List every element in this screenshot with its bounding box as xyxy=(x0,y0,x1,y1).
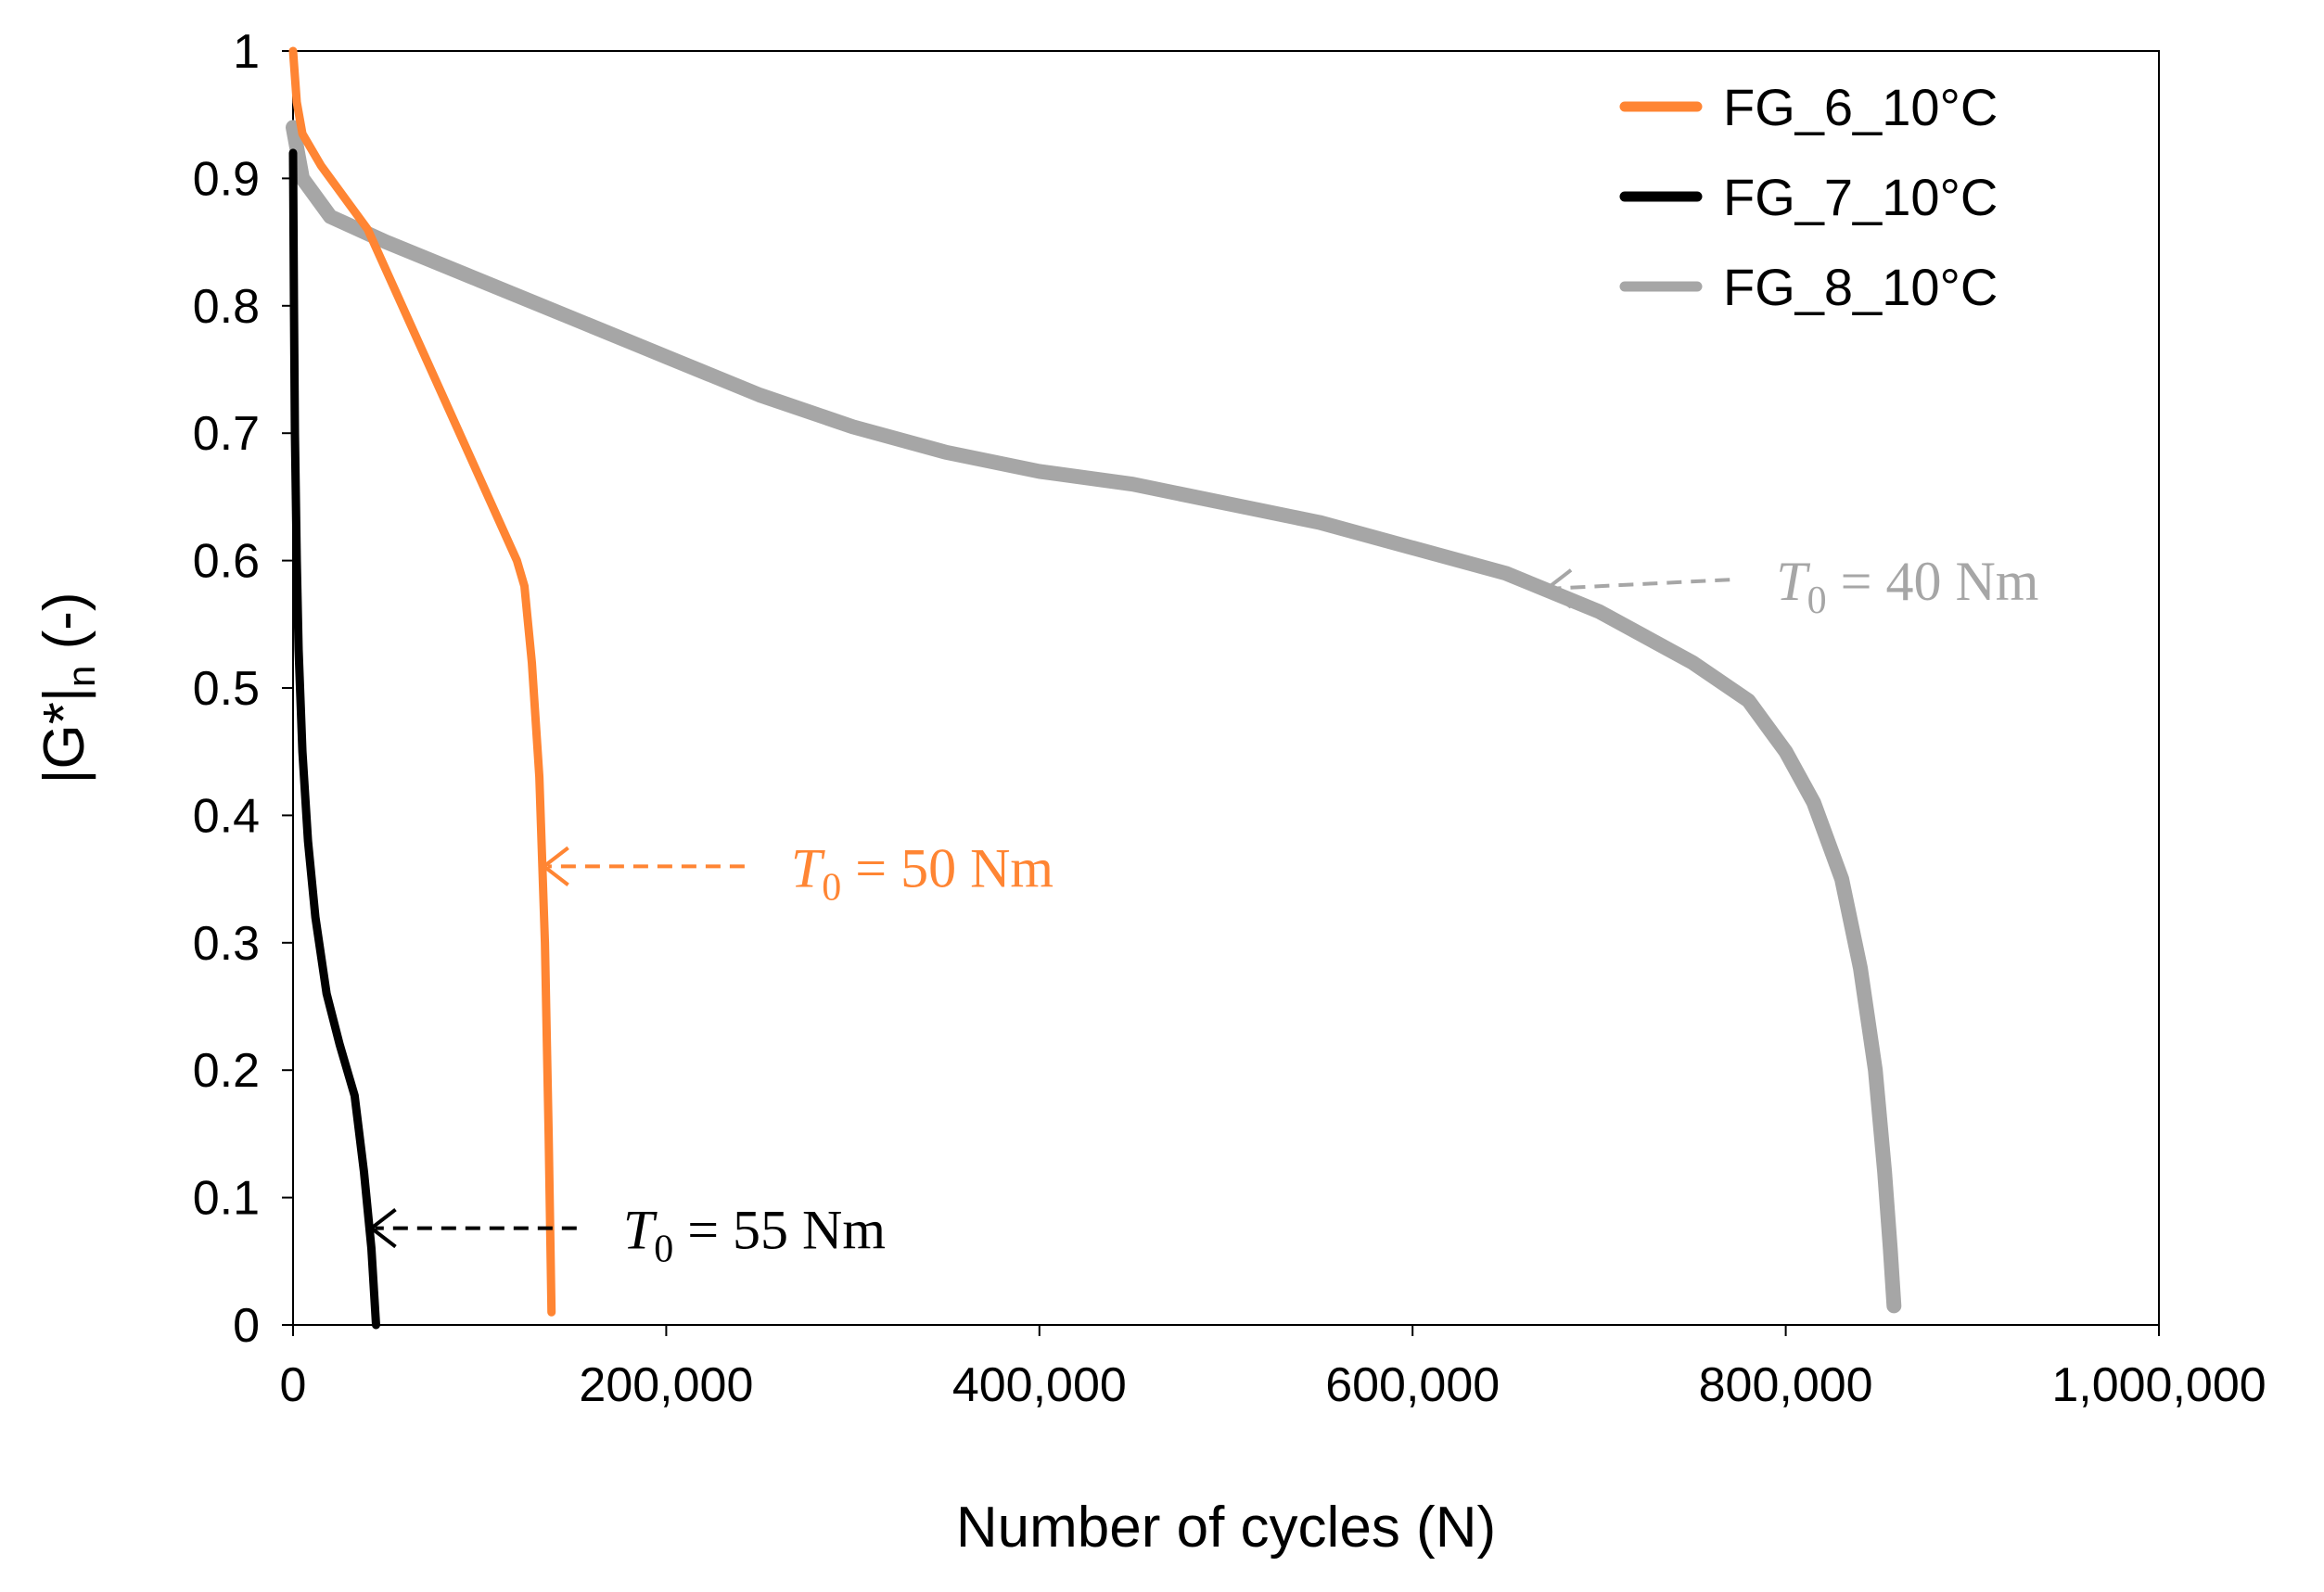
y-tick-label: 0.2 xyxy=(193,1044,260,1098)
x-axis-title: Number of cycles (N) xyxy=(956,1496,1496,1560)
y-axis-title-main: |G*| xyxy=(32,687,96,784)
annotation-label: T0 = 55 Nm xyxy=(623,1200,886,1271)
x-tick-label: 0 xyxy=(280,1358,307,1412)
y-axis-title-sub: n xyxy=(59,666,103,687)
x-tick-label: 1,000,000 xyxy=(2051,1358,2266,1412)
x-tick-label: 600,000 xyxy=(1325,1358,1500,1412)
y-tick-label: 0.6 xyxy=(193,535,260,589)
y-tick-label: 1 xyxy=(233,25,260,79)
x-tick-label: 800,000 xyxy=(1699,1358,1873,1412)
annotation-arrow-head xyxy=(541,846,569,886)
y-axis-title-suffix: (-) xyxy=(32,592,96,665)
y-tick-label: 0.5 xyxy=(193,662,260,716)
y-tick-label: 0.7 xyxy=(193,407,260,461)
y-axis-ticks: 0 0.1 0.2 0.3 0.4 0.5 0.6 0.7 0.8 0.9 1 xyxy=(193,25,293,1353)
annotation-layer: T0 = 40 Nm T0 = 50 Nm T0 = 55 Nm xyxy=(368,551,2038,1271)
annotation-label: T0 = 50 Nm xyxy=(791,837,1053,909)
series-line-FG_7_10°C xyxy=(288,148,380,1330)
y-tick-label: 0.8 xyxy=(193,280,260,334)
legend-label: FG_8_10°C xyxy=(1723,258,1998,316)
legend-label: FG_6_10°C xyxy=(1723,78,1998,136)
annotation-arrow-shaft xyxy=(1550,578,1730,591)
y-tick-label: 0.3 xyxy=(193,917,260,971)
x-axis-ticks: 0 200,000 400,000 600,000 800,000 1,000,000 xyxy=(280,1325,2267,1412)
x-tick-label: 200,000 xyxy=(579,1358,753,1412)
legend: FG_6_10°C FG_7_10°C FG_8_10°C xyxy=(1619,78,1998,316)
y-tick-label: 0 xyxy=(233,1299,260,1353)
y-tick-label: 0.4 xyxy=(193,789,260,843)
annotation-arrow-head xyxy=(368,1207,397,1249)
y-tick-label: 0.9 xyxy=(193,152,260,206)
y-tick-label: 0.1 xyxy=(193,1172,260,1226)
series-layer xyxy=(286,46,1902,1330)
series-line-FG_8_10°C xyxy=(286,120,1902,1314)
annotation-arrow-head xyxy=(1543,568,1573,609)
y-axis-title: |G*|n (-) xyxy=(32,592,103,783)
x-tick-label: 400,000 xyxy=(952,1358,1127,1412)
legend-label: FG_7_10°C xyxy=(1723,168,1998,226)
series-line-FG_6_10°C xyxy=(288,46,556,1317)
annotation-label: T0 = 40 Nm xyxy=(1776,551,2038,622)
